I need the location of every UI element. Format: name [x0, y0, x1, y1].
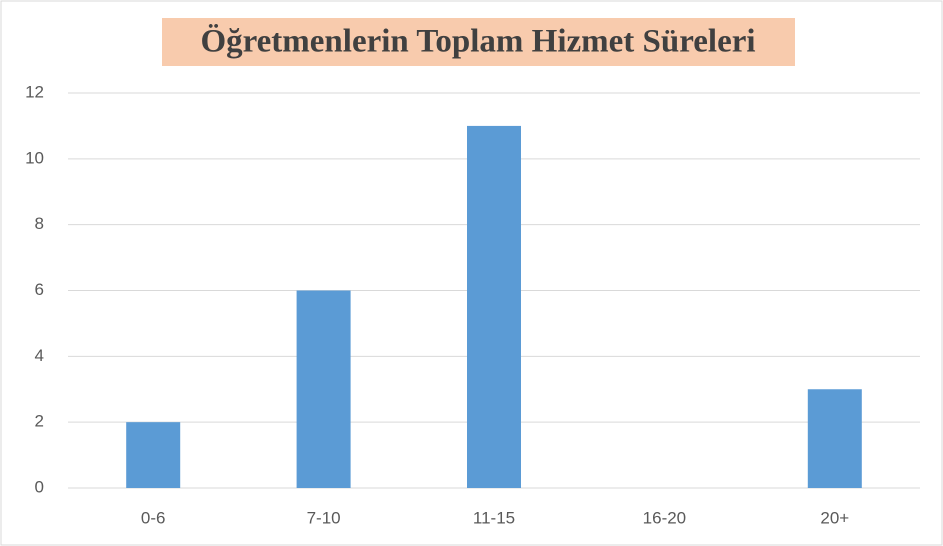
y-tick-label: 2	[35, 412, 44, 431]
bar	[467, 125, 521, 489]
bar	[807, 389, 862, 488]
x-tick-label: 11-15	[473, 508, 515, 527]
title-box	[162, 18, 795, 66]
y-tick-label: 6	[35, 280, 44, 299]
y-tick-label: 10	[25, 148, 44, 167]
x-tick-label: 0-6	[141, 508, 166, 527]
chart-title: Öğretmenlerin Toplam Hizmet Süreleri	[200, 23, 755, 60]
y-tick-label: 12	[25, 82, 44, 101]
y-tick-label: 8	[35, 214, 44, 233]
y-tick-label: 0	[35, 477, 44, 496]
bar	[126, 422, 181, 488]
x-tick-label: 20+	[820, 508, 849, 527]
bar	[296, 290, 351, 488]
x-tick-label: 7-10	[307, 508, 341, 527]
y-tick-label: 4	[35, 346, 44, 365]
x-tick-label: 16-20	[643, 508, 686, 527]
